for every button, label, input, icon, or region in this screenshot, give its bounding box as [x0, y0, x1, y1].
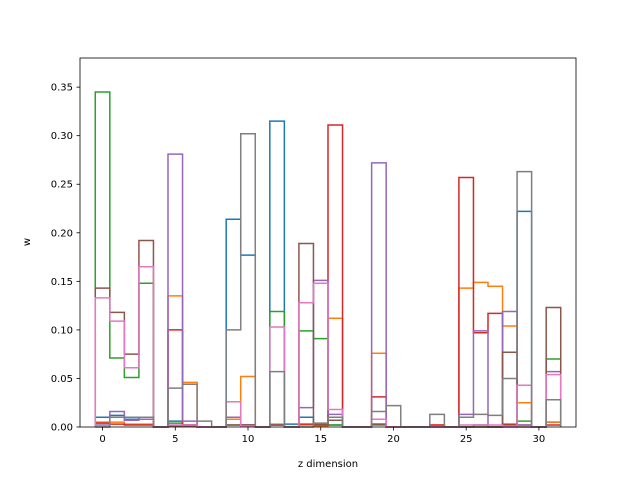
- y-axis-ticks: 0.00 0.05 0.10 0.15 0.20 0.25 0.30 0.35: [51, 83, 80, 434]
- x-axis-ticks: 0 5 10 15 20 25 30: [99, 427, 545, 445]
- x-tick-label: 10: [242, 434, 255, 445]
- x-axis-label: z dimension: [298, 459, 358, 470]
- y-tick-label: 0.30: [51, 131, 73, 142]
- axes-frame: [79, 57, 577, 428]
- y-tick-label: 0.00: [51, 423, 73, 434]
- y-tick-label: 0.25: [51, 180, 73, 191]
- y-tick-label: 0.05: [51, 374, 73, 385]
- x-tick-label: 30: [533, 434, 546, 445]
- y-tick-label: 0.10: [51, 325, 73, 336]
- x-tick-label: 25: [460, 434, 473, 445]
- y-axis-label: w: [22, 238, 33, 246]
- x-tick-label: 20: [387, 434, 400, 445]
- y-tick-label: 0.15: [51, 277, 73, 288]
- x-tick-label: 5: [172, 434, 178, 445]
- series-line-8: [95, 132, 562, 428]
- x-tick-label: 0: [99, 434, 105, 445]
- y-tick-label: 0.35: [51, 83, 73, 94]
- y-tick-label: 0.20: [51, 228, 73, 239]
- x-tick-label: 15: [314, 434, 327, 445]
